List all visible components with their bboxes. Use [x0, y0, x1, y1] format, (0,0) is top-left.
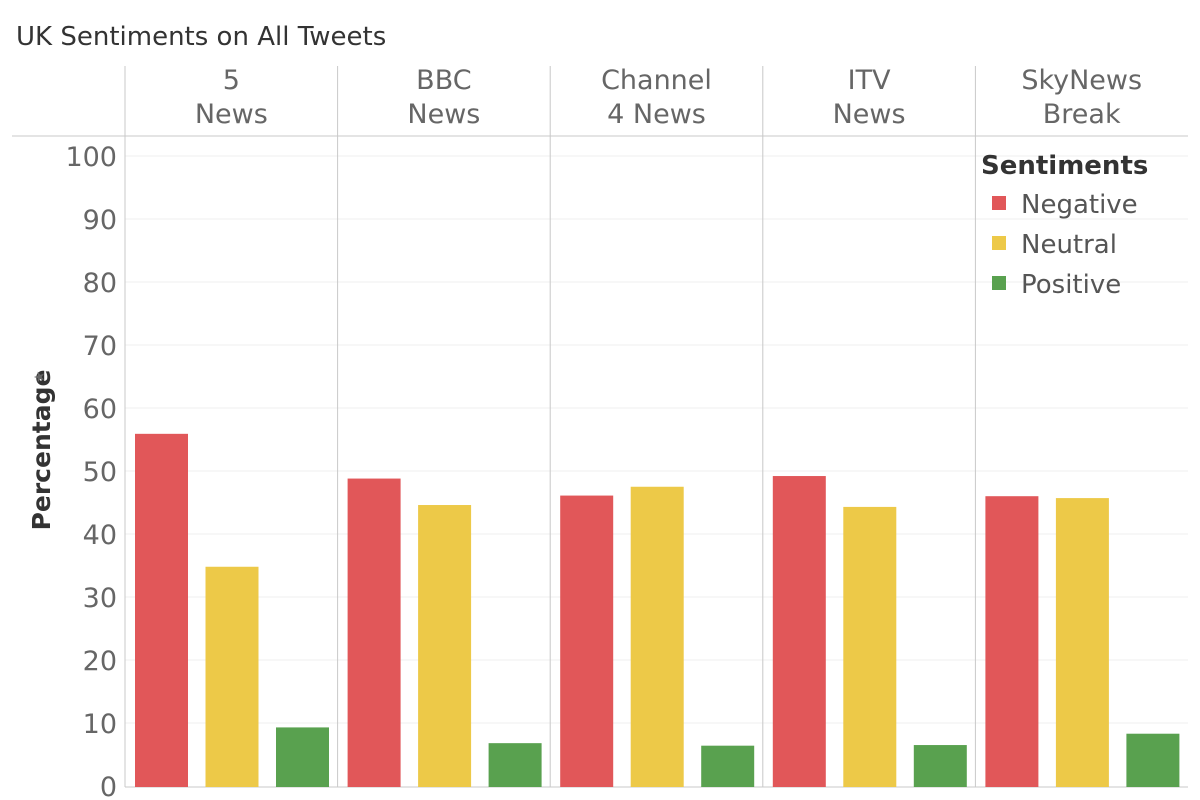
- bar-neutral: [1055, 498, 1109, 787]
- bar-positive: [488, 743, 542, 787]
- bar-neutral: [418, 505, 472, 787]
- y-axis-label: Percentage: [27, 370, 56, 531]
- legend-label-positive: Positive: [1021, 270, 1121, 300]
- legend-label-negative: Negative: [1021, 190, 1138, 220]
- bar-neutral: [843, 506, 897, 787]
- y-tick-label: 30: [83, 583, 117, 614]
- y-tick-label: 60: [83, 394, 117, 425]
- y-tick-label: 70: [83, 331, 117, 362]
- legend-swatch-positive: [992, 276, 1006, 290]
- y-tick-label: 80: [83, 268, 117, 299]
- bar-neutral: [205, 566, 259, 787]
- category-header: Channel: [601, 65, 712, 96]
- category-header: BBC: [416, 65, 471, 96]
- category-header: News: [833, 99, 906, 130]
- bar-negative: [135, 433, 188, 787]
- chart-title: UK Sentiments on All Tweets: [16, 22, 387, 52]
- legend-label-neutral: Neutral: [1021, 230, 1117, 260]
- bar-positive: [913, 745, 967, 787]
- legend-swatch-neutral: [992, 236, 1006, 250]
- pin-icon: ★: [32, 371, 48, 384]
- legend-swatch-negative: [992, 196, 1006, 210]
- category-header: 5: [223, 65, 240, 96]
- category-header: News: [407, 99, 480, 130]
- y-tick-label: 20: [83, 646, 117, 677]
- category-header: SkyNews: [1021, 65, 1142, 96]
- bar-positive: [276, 727, 329, 787]
- category-header: 4 News: [607, 99, 706, 130]
- bar-positive: [1126, 733, 1180, 787]
- category-header: Break: [1043, 99, 1121, 130]
- legend-title: Sentiments: [981, 151, 1148, 181]
- y-tick-label: 100: [65, 142, 117, 173]
- bar-neutral: [630, 486, 684, 787]
- y-tick-label: 0: [100, 772, 117, 800]
- bar-negative: [772, 476, 826, 787]
- y-tick-label: 50: [83, 457, 117, 488]
- category-header: ITV: [848, 65, 891, 96]
- y-tick-label: 90: [83, 205, 117, 236]
- category-header: News: [195, 99, 268, 130]
- y-tick-label: 40: [83, 520, 117, 551]
- bar-negative: [347, 478, 401, 787]
- bar-negative: [985, 496, 1039, 787]
- bar-negative: [560, 495, 614, 787]
- bar-positive: [701, 745, 755, 787]
- y-tick-label: 10: [83, 709, 117, 740]
